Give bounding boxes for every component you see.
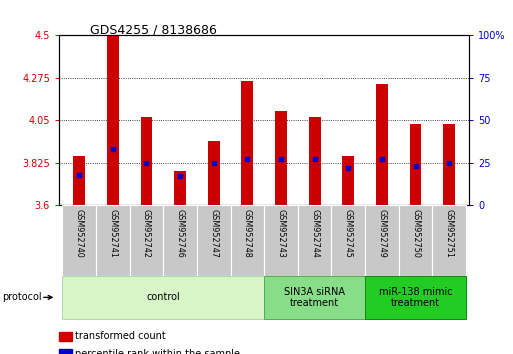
Bar bbox=[365, 205, 399, 276]
Bar bbox=[174, 171, 186, 205]
Text: transformed count: transformed count bbox=[75, 331, 166, 341]
Bar bbox=[309, 116, 321, 205]
Text: GDS4255 / 8138686: GDS4255 / 8138686 bbox=[90, 23, 218, 36]
Text: GSM952742: GSM952742 bbox=[142, 209, 151, 258]
Bar bbox=[376, 85, 388, 205]
Bar bbox=[443, 124, 455, 205]
Bar bbox=[331, 205, 365, 276]
Bar bbox=[73, 156, 85, 205]
Text: GSM952745: GSM952745 bbox=[344, 209, 353, 258]
Text: miR-138 mimic
treatment: miR-138 mimic treatment bbox=[379, 286, 452, 308]
Bar bbox=[96, 205, 130, 276]
Text: GSM952751: GSM952751 bbox=[445, 209, 453, 258]
Bar bbox=[275, 111, 287, 205]
Bar bbox=[298, 205, 331, 276]
Bar bbox=[230, 205, 264, 276]
Text: GSM952747: GSM952747 bbox=[209, 209, 218, 258]
Bar bbox=[141, 116, 152, 205]
Bar bbox=[365, 276, 466, 319]
Bar bbox=[63, 276, 264, 319]
Bar bbox=[208, 141, 220, 205]
Text: GSM952743: GSM952743 bbox=[277, 209, 286, 258]
Bar bbox=[242, 81, 253, 205]
Text: GSM952740: GSM952740 bbox=[75, 209, 84, 258]
Text: GSM952741: GSM952741 bbox=[108, 209, 117, 258]
Text: SIN3A siRNA
treatment: SIN3A siRNA treatment bbox=[284, 286, 345, 308]
Bar bbox=[197, 205, 230, 276]
Bar bbox=[410, 124, 422, 205]
Text: protocol: protocol bbox=[3, 292, 42, 302]
Bar bbox=[63, 205, 96, 276]
Text: control: control bbox=[146, 292, 180, 302]
Text: GSM952750: GSM952750 bbox=[411, 209, 420, 258]
Text: GSM952744: GSM952744 bbox=[310, 209, 319, 258]
Bar bbox=[264, 205, 298, 276]
Text: GSM952746: GSM952746 bbox=[175, 209, 185, 258]
Text: GSM952749: GSM952749 bbox=[378, 209, 386, 258]
Text: GSM952748: GSM952748 bbox=[243, 209, 252, 258]
Bar bbox=[264, 276, 365, 319]
Bar bbox=[342, 156, 354, 205]
Bar bbox=[399, 205, 432, 276]
Bar bbox=[130, 205, 163, 276]
Bar bbox=[107, 35, 119, 205]
Bar bbox=[163, 205, 197, 276]
Text: percentile rank within the sample: percentile rank within the sample bbox=[75, 349, 241, 354]
Bar bbox=[432, 205, 466, 276]
